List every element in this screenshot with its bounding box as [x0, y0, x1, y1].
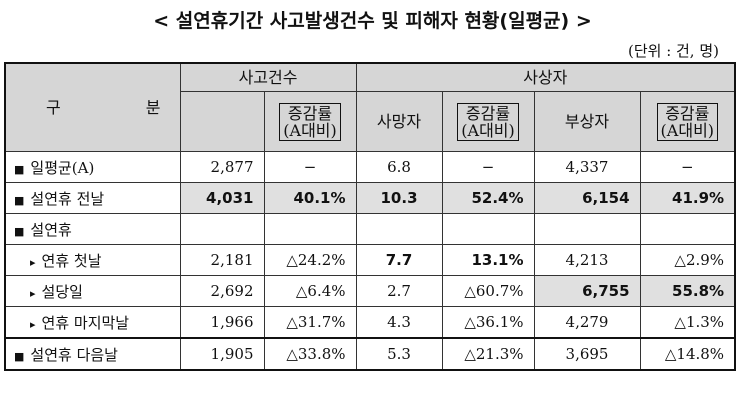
cell-accidents-change: △31.7%	[263, 306, 357, 339]
cell-deaths: 7.7	[355, 244, 443, 276]
cell-accidents: 2,692	[179, 275, 265, 307]
cell-deaths-change: −	[441, 151, 535, 183]
cell-accidents-change: 40.1%	[263, 182, 357, 214]
table-row: ▸ 설당일 2,692 △6.4% 2.7 △60.7% 6,755 55.8%	[4, 275, 736, 307]
cell-injured-change: −	[639, 151, 736, 183]
cell-deaths-change: 13.1%	[441, 244, 535, 276]
cell-injured: 3,695	[533, 337, 641, 371]
cell-injured-change	[639, 213, 736, 245]
cell-deaths: 6.8	[355, 151, 443, 183]
cell-injured: 4,213	[533, 244, 641, 276]
table-row: ■ 설연휴 전날 4,031 40.1% 10.3 52.4% 6,154 41.…	[4, 182, 736, 214]
row-label: ■ 설연휴	[4, 213, 181, 245]
row-label: ▸ 설당일	[4, 275, 181, 307]
cell-injured-change: 55.8%	[639, 275, 736, 307]
header-deaths: 사망자	[355, 91, 443, 152]
cell-accidents-change	[263, 213, 357, 245]
cell-accidents-change: −	[263, 151, 357, 183]
cell-injured: 4,337	[533, 151, 641, 183]
cell-deaths-change: △21.3%	[441, 337, 535, 371]
header-casualties: 사상자	[355, 62, 736, 92]
row-label: ■ 일평균(A)	[4, 151, 181, 183]
cell-injured-change: △1.3%	[639, 306, 736, 339]
cell-injured-change: △14.8%	[639, 337, 736, 371]
cell-deaths: 10.3	[355, 182, 443, 214]
cell-accidents: 2,877	[179, 151, 265, 183]
cell-deaths	[355, 213, 443, 245]
row-label: ■ 설연휴 다음날	[4, 337, 181, 371]
header-accidents-count	[179, 91, 265, 152]
cell-deaths-change: △36.1%	[441, 306, 535, 339]
cell-accidents-change: △33.8%	[263, 337, 357, 371]
cell-injured: 6,755	[533, 275, 641, 307]
row-label: ■ 설연휴 전날	[4, 182, 181, 214]
cell-accidents-change: △6.4%	[263, 275, 357, 307]
cell-deaths-change: 52.4%	[441, 182, 535, 214]
header-accidents: 사고건수	[179, 62, 357, 92]
table-row: ■ 일평균(A) 2,877 − 6.8 − 4,337 −	[4, 151, 736, 183]
cell-deaths-change: △60.7%	[441, 275, 535, 307]
cell-injured: 4,279	[533, 306, 641, 339]
cell-injured-change: 41.9%	[639, 182, 736, 214]
accident-stats-table: 구 분 사고건수 사상자 증감률(A대비) 사망자 증감률(A대비) 부상자 증…	[4, 62, 737, 371]
table-row: ▸ 연휴 첫날 2,181 △24.2% 7.7 13.1% 4,213 △2.9…	[4, 244, 736, 276]
table-row: ■ 설연휴 다음날 1,905 △33.8% 5.3 △21.3% 3,695 △…	[4, 337, 736, 371]
header-deaths-change: 증감률 (A대비)	[441, 91, 535, 152]
cell-deaths-change	[441, 213, 535, 245]
header-category: 구 분	[4, 62, 181, 152]
row-label: ▸ 연휴 첫날	[4, 244, 181, 276]
cell-deaths: 5.3	[355, 337, 443, 371]
cell-accidents: 1,905	[179, 337, 265, 371]
table-row: ■ 설연휴	[4, 213, 736, 245]
cell-injured-change: △2.9%	[639, 244, 736, 276]
unit-note: (단위 : 건, 명)	[627, 42, 719, 60]
table-row: ▸ 연휴 마지막날 1,966 △31.7% 4.3 △36.1% 4,279 △…	[4, 306, 736, 339]
cell-accidents: 4,031	[179, 182, 265, 214]
header-injured: 부상자	[533, 91, 641, 152]
cell-accidents: 1,966	[179, 306, 265, 339]
table-title: < 설연휴기간 사고발생건수 및 피해자 현황(일평균) >	[153, 10, 592, 32]
cell-accidents: 2,181	[179, 244, 265, 276]
cell-deaths: 2.7	[355, 275, 443, 307]
cell-injured: 6,154	[533, 182, 641, 214]
row-label: ▸ 연휴 마지막날	[4, 306, 181, 339]
cell-accidents	[179, 213, 265, 245]
header-injured-change: 증감률 (A대비)	[639, 91, 736, 152]
cell-deaths: 4.3	[355, 306, 443, 339]
cell-accidents-change: △24.2%	[263, 244, 357, 276]
cell-injured	[533, 213, 641, 245]
header-accidents-change: 증감률 (A대비)	[263, 91, 357, 152]
